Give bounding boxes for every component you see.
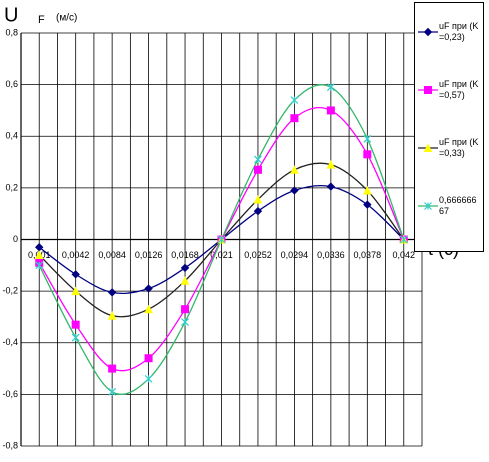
y-tick-label: -0,4 (2, 337, 18, 347)
marker (363, 150, 372, 159)
marker (363, 134, 372, 143)
marker (180, 263, 190, 273)
legend-label: uF при (K=0,57) (439, 79, 479, 100)
marker (34, 250, 44, 259)
legend-entry: 0,66666667 (415, 177, 483, 235)
marker (290, 165, 299, 174)
marker (326, 106, 335, 115)
marker (107, 288, 117, 297)
marker (180, 276, 190, 285)
legend-swatch (418, 27, 438, 37)
y-tick-label: 0,6 (5, 79, 18, 89)
y-tick-label: -0,6 (2, 389, 18, 399)
y-tick-label: 0,4 (5, 131, 18, 141)
x-tick-label: 0,0042 (62, 250, 90, 260)
x-tick-label: 0,0336 (317, 250, 345, 260)
marker (144, 284, 153, 293)
legend-marker (423, 143, 433, 152)
x-tick-label: 0,021 (210, 250, 233, 260)
marker (326, 160, 336, 169)
legend-entry: uF при (K=0,57) (415, 61, 483, 119)
marker (290, 114, 299, 123)
marker (254, 155, 262, 164)
marker (71, 333, 80, 342)
legend-entry: uF при (K=0,33) (415, 119, 483, 177)
y-tick-label: 0 (13, 234, 18, 244)
marker (71, 320, 80, 329)
legend-label: uF при (K=0,33) (439, 137, 479, 158)
y-tick-label: -0,2 (2, 286, 18, 296)
marker (71, 270, 80, 279)
y-tick-label: 0,8 (5, 27, 18, 37)
x-tick-label: 0,0084 (98, 250, 126, 260)
marker (217, 235, 226, 244)
x-tick-label: 0,0294 (281, 250, 309, 260)
marker (290, 96, 299, 105)
marker (144, 374, 153, 383)
legend: uF при (K=0,23) uF при (K=0,57) uF при (K=… (414, 2, 484, 252)
marker (108, 364, 117, 373)
x-tick-label: 0,0252 (244, 250, 272, 260)
marker (326, 83, 335, 92)
x-tick-label: 0,0378 (354, 250, 382, 260)
y-unit: (м/с) (56, 13, 77, 24)
x-tick-label: 0,0168 (171, 250, 199, 260)
legend-marker (423, 27, 433, 37)
y-tick-label: 0,2 (5, 182, 18, 192)
marker (326, 182, 336, 191)
x-tick-label: 0,0126 (135, 250, 163, 260)
marker (363, 200, 372, 209)
y-label-subscript: F (38, 14, 45, 26)
marker (363, 185, 372, 195)
y-label: U (4, 4, 18, 26)
y-tick-label: -0,8 (2, 440, 18, 450)
legend-swatch (418, 143, 438, 152)
legend-entry: uF при (K=0,23) (415, 3, 483, 61)
marker (290, 186, 299, 195)
marker (253, 194, 263, 204)
marker (108, 387, 117, 396)
legend-label: uF при (K=0,23) (439, 21, 479, 42)
legend-marker (424, 86, 432, 94)
marker (71, 286, 80, 296)
legend-marker (424, 202, 432, 210)
marker (144, 304, 153, 314)
marker (253, 206, 263, 216)
legend-swatch (418, 86, 438, 94)
marker (181, 305, 190, 314)
marker (35, 261, 44, 270)
marker (253, 165, 262, 174)
legend-swatch (418, 202, 438, 210)
marker (107, 311, 117, 320)
marker (144, 354, 153, 363)
marker (181, 318, 189, 327)
x-tick-label: 0,042 (393, 250, 416, 260)
legend-label: 0,66666667 (439, 195, 477, 216)
marker (399, 235, 408, 244)
